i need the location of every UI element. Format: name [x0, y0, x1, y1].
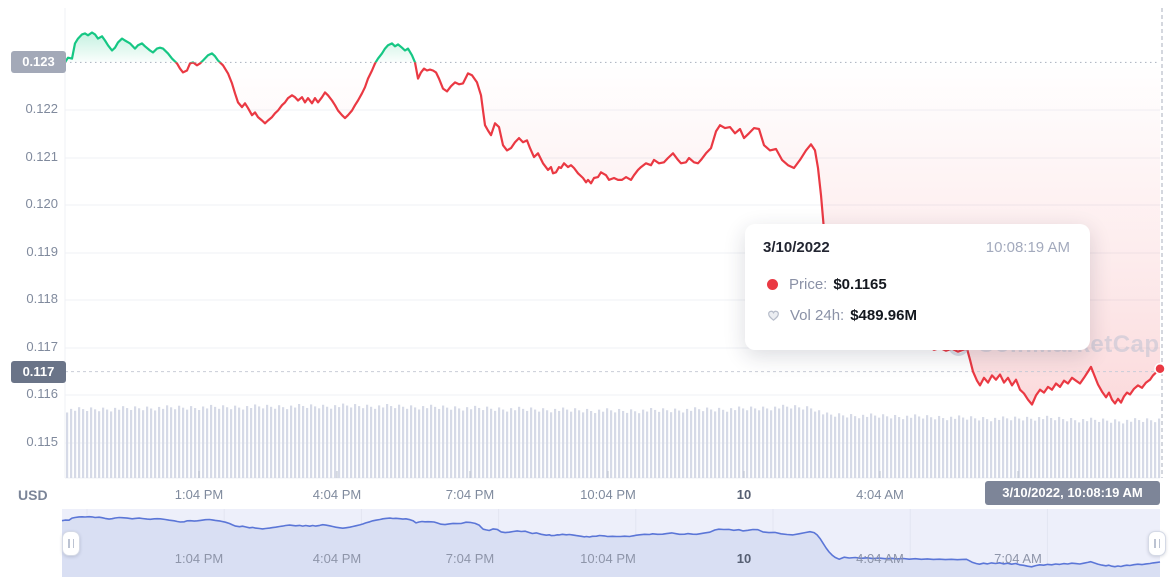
y-axis-label: 0.120	[25, 196, 58, 211]
tooltip-price-label: Price:	[789, 276, 828, 293]
y-axis-label: 0.121	[25, 149, 58, 164]
y-axis-label: 0.122	[25, 101, 58, 116]
x-axis-label: 4:04 AM	[856, 487, 904, 502]
y-axis-label: 0.117	[26, 339, 58, 354]
tooltip-volume-value: $489.96M	[850, 307, 917, 324]
tooltip-volume-row: Vol 24h: $489.96M	[767, 307, 917, 324]
y-axis-label: 0.115	[26, 434, 58, 449]
price-marker-icon	[767, 279, 778, 290]
tooltip-time: 10:08:19 AM	[985, 239, 1070, 256]
navigator-axis-label: 4:04 PM	[312, 551, 362, 566]
navigator-brush[interactable]	[62, 509, 1160, 577]
chart-tooltip: 3/10/2022 10:08:19 AM Price: $0.1165 Vol…	[745, 224, 1090, 350]
navigator-axis-label: 7:04 PM	[445, 551, 495, 566]
y-axis-label: 0.116	[26, 386, 58, 401]
handle-grip-icon	[68, 539, 70, 548]
open-price-badge: 0.123	[11, 51, 66, 73]
tooltip-volume-label: Vol 24h:	[790, 307, 845, 324]
navigator-axis-label: 4:04 AM	[856, 551, 904, 566]
tooltip-price-row: Price: $0.1165	[767, 276, 887, 293]
navigator-axis-label: 7:04 AM	[994, 551, 1042, 566]
handle-grip-icon	[72, 539, 74, 548]
navigator-axis-label: 1:04 PM	[174, 551, 224, 566]
current-price-badge: 0.117	[11, 361, 66, 383]
tooltip-date: 3/10/2022	[763, 239, 830, 256]
navigator-axis-label: 10:04 PM	[580, 551, 636, 566]
navigator-right-handle[interactable]	[1148, 531, 1166, 556]
x-axis-label: 1:04 PM	[174, 487, 224, 502]
x-axis-label: 10	[736, 487, 752, 502]
navigator-axis-label: 10	[736, 551, 752, 566]
x-axis-label: 7:04 PM	[445, 487, 495, 502]
y-axis-label: 0.118	[26, 291, 58, 306]
volume-marker-icon	[767, 309, 780, 322]
currency-unit-label: USD	[18, 487, 48, 503]
y-axis-label: 0.119	[26, 244, 58, 259]
x-axis-label: 10:04 PM	[580, 487, 636, 502]
tooltip-price-value: $0.1165	[833, 276, 887, 293]
handle-grip-icon	[1158, 539, 1160, 548]
crosshair-datetime-badge: 3/10/2022, 10:08:19 AM	[985, 481, 1160, 505]
handle-grip-icon	[1154, 539, 1156, 548]
navigator-left-handle[interactable]	[62, 531, 80, 556]
x-axis-label: 4:04 PM	[312, 487, 362, 502]
